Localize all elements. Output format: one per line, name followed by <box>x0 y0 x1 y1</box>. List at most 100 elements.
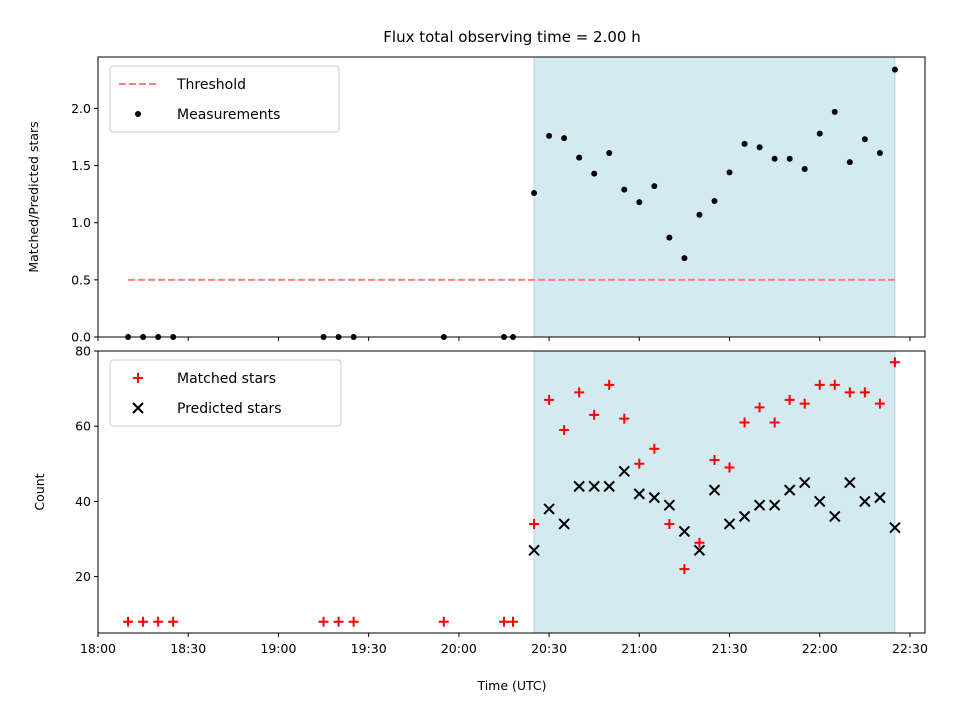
predicted-star-point <box>648 491 661 504</box>
legend-measurement-swatch <box>135 111 141 117</box>
measurement-point <box>696 211 703 218</box>
matched-star-point <box>498 616 509 627</box>
y-tick-label: 2.0 <box>71 101 91 116</box>
matched-star-point <box>348 616 359 627</box>
predicted-star-point <box>543 503 555 515</box>
y-tick-label: 0.0 <box>71 330 91 345</box>
matched-star-point <box>844 387 855 398</box>
predicted-star-point <box>844 476 856 489</box>
y-tick-label: 1.5 <box>71 158 91 173</box>
matched-star-point <box>799 398 810 409</box>
matched-star-point <box>649 443 660 454</box>
legend-predicted-swatch <box>132 402 144 414</box>
predicted-star-point <box>874 491 886 504</box>
predicted-star-point <box>678 525 691 538</box>
bottom-panel: 20 40 60 80 18:00 18:30 19:00 19:30 20:00 20:30 21… <box>32 344 928 657</box>
x-tick-label: 22:00 <box>802 641 838 656</box>
predicted-star-point <box>693 544 706 556</box>
matched-star-point <box>123 616 134 627</box>
matched-star-point <box>153 616 164 627</box>
observing-window-shade <box>533 350 896 634</box>
x-tick-label: 20:00 <box>441 641 477 656</box>
x-tick-label: 21:00 <box>621 641 657 656</box>
matched-star-point <box>814 379 825 390</box>
matched-star-point <box>574 387 585 398</box>
y-axis-label: Count <box>32 473 47 510</box>
plot-frame <box>97 56 926 338</box>
matched-star-point <box>604 379 615 390</box>
measurement-point <box>681 255 688 262</box>
measurement-point <box>861 136 868 143</box>
legend-box <box>109 65 340 133</box>
predicted-star-point <box>588 480 600 493</box>
measurement-point <box>606 150 613 156</box>
matched-star-point <box>739 417 750 428</box>
matched-star-point <box>438 616 449 627</box>
observing-window-shade <box>533 56 896 338</box>
legend-box <box>109 359 342 427</box>
predicted-star-point <box>829 510 841 523</box>
predicted-star-point <box>603 480 615 493</box>
measurement-point <box>591 170 598 177</box>
x-tick-label: 21:30 <box>712 641 748 656</box>
matched-star-point <box>333 616 344 627</box>
matched-star-point <box>318 616 329 627</box>
matched-star-point <box>559 424 570 435</box>
matched-star-point <box>829 379 840 390</box>
matched-star-point <box>709 455 720 466</box>
legend-entry-label: Threshold <box>176 77 246 93</box>
x-tick-label: 19:00 <box>260 641 296 656</box>
y-tick-label: 0.5 <box>71 272 91 287</box>
y-tick-label: 40 <box>75 494 91 509</box>
matched-star-point <box>529 518 540 529</box>
matched-star-point <box>694 537 705 548</box>
measurement-point <box>561 135 568 142</box>
predicted-star-point <box>663 499 676 511</box>
x-tick-label: 22:30 <box>892 641 928 656</box>
predicted-star-point <box>814 495 826 508</box>
x-tick-label: 18:00 <box>80 641 116 656</box>
matched-star-point <box>168 616 179 627</box>
y-axis-label: Matched/Predicted stars <box>26 121 41 272</box>
matched-star-point <box>664 518 675 529</box>
measurement-point <box>621 186 628 193</box>
matched-star-point <box>138 616 149 627</box>
y-tick-label: 20 <box>75 569 91 584</box>
legend-entry-label: Predicted stars <box>177 401 282 417</box>
legend-entry-label: Measurements <box>177 107 280 123</box>
matched-star-point <box>889 357 900 368</box>
predicted-star-point <box>859 495 871 508</box>
predicted-star-point <box>558 518 570 530</box>
x-tick-label: 18:30 <box>170 641 206 656</box>
y-tick-label: 60 <box>75 419 91 434</box>
predicted-star-point <box>768 499 781 511</box>
measurement-point <box>846 159 853 166</box>
predicted-star-point <box>753 499 766 511</box>
matched-star-point <box>754 402 765 413</box>
predicted-star-point <box>633 488 646 500</box>
legend-matched-swatch <box>133 373 143 383</box>
predicted-star-point <box>783 484 796 496</box>
chart-title: Flux total observing time = 2.00 h <box>383 28 640 46</box>
matched-star-point <box>874 398 885 409</box>
plot-frame <box>97 350 926 634</box>
legend-entry-label: Matched stars <box>177 371 276 387</box>
measurement-point <box>531 190 538 196</box>
y-tick-label: 1.0 <box>71 215 91 230</box>
measurement-point <box>801 166 808 172</box>
measurement-point <box>666 234 673 241</box>
measurement-point <box>651 183 658 190</box>
measurement-point <box>636 199 643 206</box>
measurement-point <box>831 108 838 115</box>
matched-star-point <box>634 458 645 469</box>
predicted-star-point <box>618 465 630 478</box>
matched-star-point <box>619 413 630 424</box>
y-tick-label: 80 <box>75 344 91 359</box>
predicted-star-point <box>799 476 811 489</box>
matched-star-point <box>508 616 519 627</box>
measurement-point <box>741 140 748 147</box>
measurement-point <box>786 155 793 162</box>
x-tick-label: 20:30 <box>531 641 567 656</box>
measurement-point <box>891 66 898 73</box>
